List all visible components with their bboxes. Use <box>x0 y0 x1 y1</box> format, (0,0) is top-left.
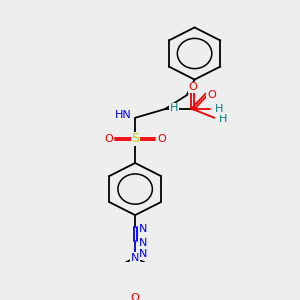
Text: N: N <box>139 238 147 248</box>
Text: O: O <box>158 134 166 144</box>
Text: H: H <box>215 104 224 114</box>
Text: HN: HN <box>114 110 131 120</box>
Text: O: O <box>207 90 216 100</box>
Text: O: O <box>188 82 197 92</box>
Text: N: N <box>139 249 147 259</box>
Text: H: H <box>169 103 178 113</box>
Text: O: O <box>104 134 113 144</box>
Text: S: S <box>131 132 139 145</box>
Text: N: N <box>139 224 147 234</box>
Text: O: O <box>131 293 140 300</box>
Text: N: N <box>131 253 139 263</box>
Text: H: H <box>219 114 227 124</box>
